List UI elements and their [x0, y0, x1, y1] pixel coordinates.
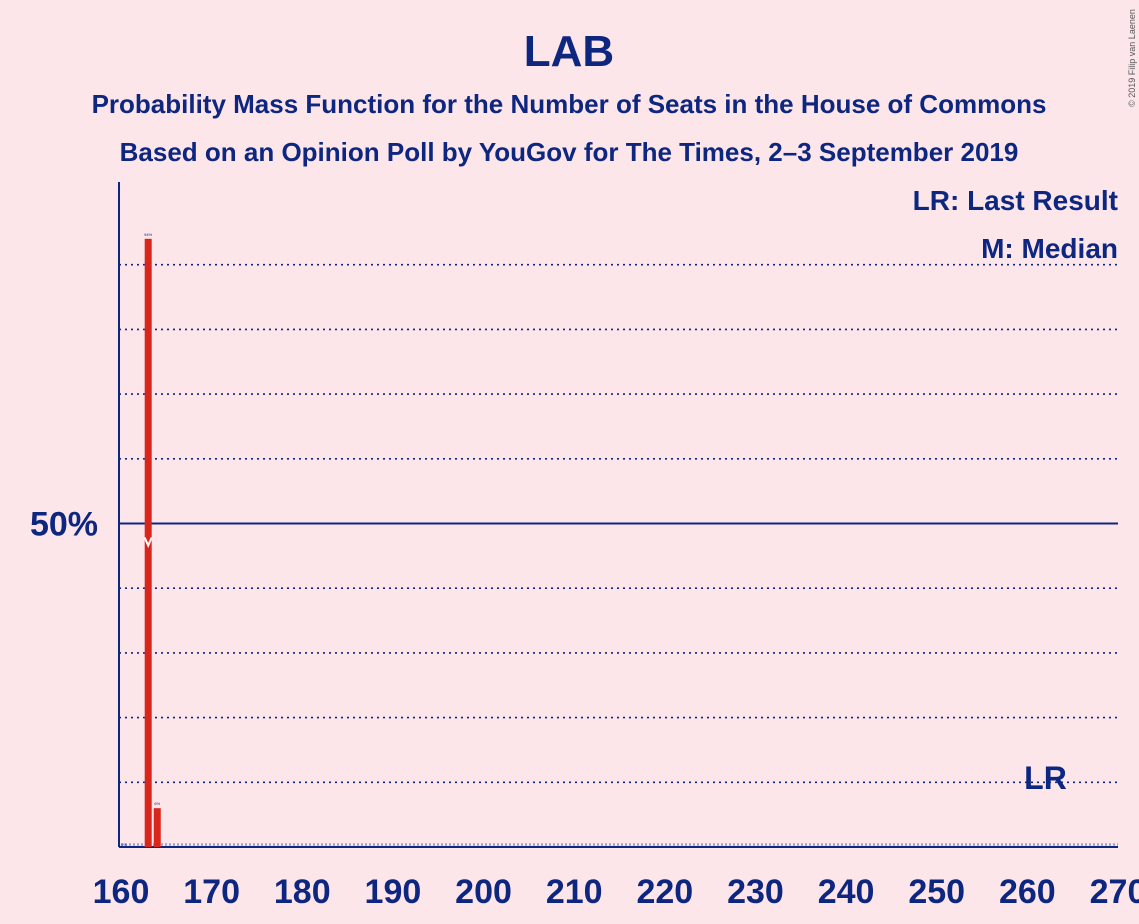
- x-tick-180: 180: [274, 873, 331, 911]
- x-tick-220: 220: [636, 873, 693, 911]
- x-tick-labels: 160 170 180 190 200 210 220 230 240 250 260 270: [93, 873, 1139, 911]
- bar-label-164: 6%: [154, 801, 160, 806]
- gridlines: [119, 263, 1118, 784]
- x-tick-210: 210: [546, 873, 603, 911]
- x-tick-270: 270: [1090, 873, 1139, 911]
- chart-title: LAB: [524, 27, 614, 76]
- bar-label-tiny: 0%: [121, 842, 127, 847]
- chart-subtitle-2: Based on an Opinion Poll by YouGov for T…: [120, 137, 1019, 167]
- x-tick-240: 240: [818, 873, 875, 911]
- median-marker: [143, 537, 153, 548]
- bars: 94% 6% 0%: [121, 232, 161, 847]
- bar-164: [153, 808, 161, 847]
- x-tick-250: 250: [908, 873, 965, 911]
- legend-last-result: LR: Last Result: [913, 185, 1118, 216]
- bar-163: [144, 238, 152, 847]
- chart-subtitle: Probability Mass Function for the Number…: [92, 89, 1047, 119]
- y-label-50: 50%: [30, 506, 98, 544]
- copyright: © 2019 Filip van Laenen: [1127, 9, 1137, 107]
- bar-label-163: 94%: [144, 232, 152, 237]
- x-tick-260: 260: [999, 873, 1056, 911]
- x-tick-170: 170: [183, 873, 240, 911]
- x-tick-190: 190: [365, 873, 422, 911]
- x-tick-200: 200: [455, 873, 512, 911]
- x-tick-230: 230: [727, 873, 784, 911]
- legend-median: M: Median: [981, 233, 1118, 264]
- x-tick-160: 160: [93, 873, 150, 911]
- last-result-label: LR: [1024, 760, 1067, 796]
